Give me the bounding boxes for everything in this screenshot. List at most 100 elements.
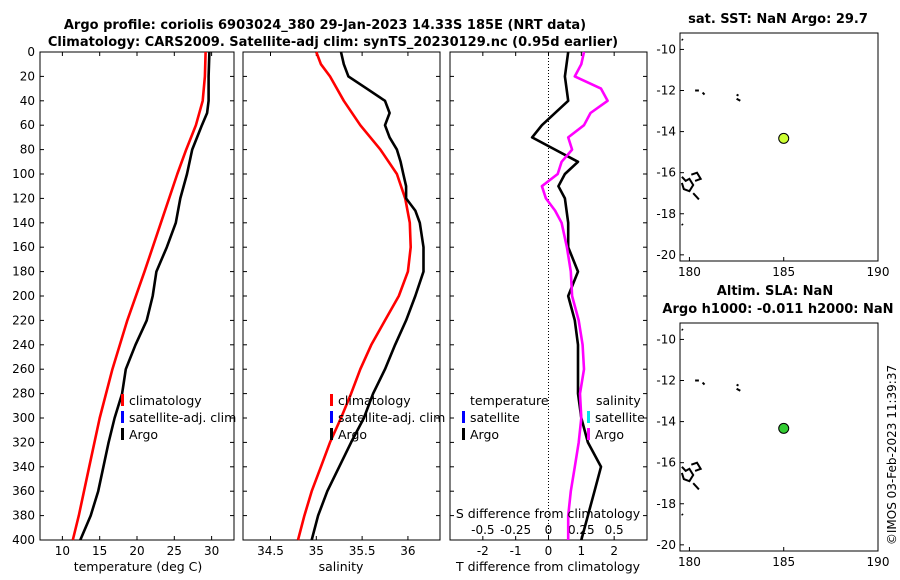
sla-map-title-line1: Altim. SLA: NaN — [717, 284, 833, 299]
y-tick-label: -12 — [656, 374, 676, 388]
coastline — [681, 513, 684, 516]
legend-swatch-argo — [121, 428, 124, 440]
x-tick-label: 30 — [204, 544, 219, 558]
y-tick-label: -20 — [656, 538, 676, 552]
legend-header-temperature: temperature — [470, 393, 549, 408]
s-scale-tick-label: -0.25 — [500, 523, 531, 537]
legend-label-satellite: satellite — [470, 410, 520, 425]
y-tick-label: -10 — [656, 332, 676, 346]
figure-title-line2: Climatology: CARS2009. Satellite-adj cli… — [48, 35, 618, 50]
legend-swatch-argo — [330, 428, 333, 440]
x-tick-label: 180 — [678, 555, 701, 569]
copyright-footer: ©IMOS 03-Feb-2023 11:39:37 — [885, 365, 899, 545]
y-tick-label: 60 — [20, 118, 35, 132]
legend-swatch-argo — [587, 428, 590, 440]
x-tick-label: 180 — [678, 265, 701, 279]
y-tick-label: 400 — [12, 533, 35, 547]
temperature-xlabel: temperature (deg C) — [74, 559, 203, 574]
legend-label-argo: Argo — [470, 427, 499, 442]
argo-position-marker — [778, 132, 790, 144]
coastline — [690, 171, 703, 182]
plot-frame — [242, 51, 441, 541]
y-tick-label: 280 — [12, 387, 35, 401]
y-tick-label: -16 — [656, 456, 676, 470]
coastline — [692, 192, 700, 201]
legend-swatch-argo — [462, 428, 465, 440]
legend-swatch-satellite — [587, 411, 590, 423]
x-tick-label: 20 — [129, 544, 144, 558]
difference-xlabel: T difference from climatology — [455, 559, 641, 574]
legend-label-argo: Argo — [595, 427, 624, 442]
x-tick-label: 35 — [309, 544, 324, 558]
coastline — [690, 461, 703, 472]
legend-label-argo: Argo — [338, 427, 367, 442]
x-tick-label: 10 — [55, 544, 70, 558]
y-tick-label: -10 — [656, 42, 676, 56]
x-tick-label: 2 — [610, 544, 618, 558]
legend-label-satellite: satellite-adj. clim — [129, 410, 236, 425]
series-line-argo — [79, 51, 211, 541]
x-tick-label: 36 — [400, 544, 415, 558]
x-tick-label: 35.5 — [349, 544, 376, 558]
sla-map-title-line2: Argo h1000: -0.011 h2000: NaN — [662, 302, 893, 317]
y-tick-label: 340 — [12, 460, 35, 474]
difference-salinity-legend: salinity satellite Argo — [587, 393, 645, 442]
s-scale-tick-label: 0.25 — [568, 523, 595, 537]
y-tick-label: -12 — [656, 84, 676, 98]
y-tick-label: -14 — [656, 415, 676, 429]
y-tick-label: 100 — [12, 167, 35, 181]
coastline — [736, 387, 741, 392]
legend-header-salinity: salinity — [596, 393, 641, 408]
legend-label-climatology: climatology — [129, 393, 202, 408]
y-tick-label: 80 — [20, 143, 35, 157]
x-tick-label: 185 — [772, 265, 795, 279]
s-scale-tick-label: 0 — [545, 523, 553, 537]
difference-top-xlabel: S difference from climatology — [456, 506, 641, 521]
y-tick-label: 300 — [12, 411, 35, 425]
figure-title-line1: Argo profile: coriolis 6903024_380 29-Ja… — [64, 18, 586, 33]
y-tick-label: 120 — [12, 191, 35, 205]
y-tick-label: 0 — [27, 45, 35, 59]
y-tick-label: 180 — [12, 265, 35, 279]
y-tick-label: 380 — [12, 509, 35, 523]
legend-swatch-satellite — [330, 411, 333, 423]
x-tick-label: -2 — [477, 544, 489, 558]
y-tick-label: -14 — [656, 125, 676, 139]
coastline — [681, 223, 684, 226]
x-tick-label: -1 — [510, 544, 522, 558]
legend-swatch-satellite — [121, 411, 124, 423]
x-tick-label: 190 — [867, 265, 890, 279]
legend-swatch-climatology — [121, 394, 124, 406]
series-line-argo — [310, 51, 425, 541]
series-line-s-argo---clim — [540, 51, 609, 540]
sst-map-title: sat. SST: NaN Argo: 29.7 — [688, 12, 868, 27]
sla-map-panel: 180 185 190 -10 -12 -14 -16 -18 -20 — [656, 322, 890, 569]
y-tick-label: 260 — [12, 362, 35, 376]
y-tick-label: 240 — [12, 338, 35, 352]
argo-position-marker — [778, 422, 790, 434]
y-tick-label: 220 — [12, 313, 35, 327]
y-tick-label: 40 — [20, 94, 35, 108]
difference-temperature-legend: temperature satellite Argo — [462, 393, 549, 442]
coastline — [680, 176, 695, 193]
x-tick-label: 34.5 — [257, 544, 284, 558]
y-tick-label: -20 — [656, 248, 676, 262]
y-tick-label: -18 — [656, 497, 676, 511]
coastline — [701, 381, 706, 386]
x-tick-label: 25 — [167, 544, 182, 558]
y-tick-label: 20 — [20, 69, 35, 83]
coastline — [692, 482, 700, 491]
s-scale-tick-label: 0.5 — [605, 523, 624, 537]
y-tick-label: 200 — [12, 289, 35, 303]
y-tick-label: 320 — [12, 435, 35, 449]
difference-panel: -2 -1 0 1 2 -0.5 -0.25 0 0.25 0.5 — [449, 51, 648, 558]
salinity-xlabel: salinity — [319, 559, 364, 574]
coastline — [736, 93, 739, 97]
legend-label-climatology: climatology — [338, 393, 411, 408]
map-frame — [679, 322, 879, 552]
x-tick-label: 190 — [867, 555, 890, 569]
y-tick-label: 360 — [12, 484, 35, 498]
legend-label-satellite: satellite — [595, 410, 645, 425]
legend-swatch-climatology — [330, 394, 333, 406]
legend-swatch-satellite — [462, 411, 465, 423]
